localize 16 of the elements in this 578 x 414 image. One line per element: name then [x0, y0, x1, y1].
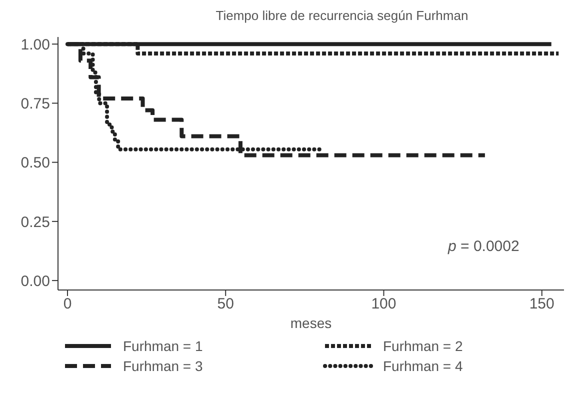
x-axis-title: meses	[290, 315, 332, 331]
legend-label: Furhman = 3	[123, 358, 203, 374]
chart-title: Tiempo libre de recurrencia según Furhman	[214, 8, 470, 23]
legend-label: Furhman = 4	[383, 358, 463, 374]
y-tick-label: 0.75	[20, 96, 50, 113]
legend-label: Furhman = 2	[383, 338, 463, 354]
x-tick-label: 100	[371, 296, 396, 313]
annotation: p = 0.0002	[448, 238, 520, 255]
x-tick-label: 50	[217, 296, 234, 313]
legend-label: Furhman = 1	[123, 338, 203, 354]
y-tick-label: 0.50	[20, 154, 50, 172]
y-tick-label: 1.00	[20, 36, 50, 54]
y-tick-label: 0.25	[20, 214, 50, 231]
x-tick-label: 0	[63, 296, 72, 313]
y-tick-label: 0.00	[20, 272, 50, 290]
x-tick-label: 150	[529, 296, 554, 313]
